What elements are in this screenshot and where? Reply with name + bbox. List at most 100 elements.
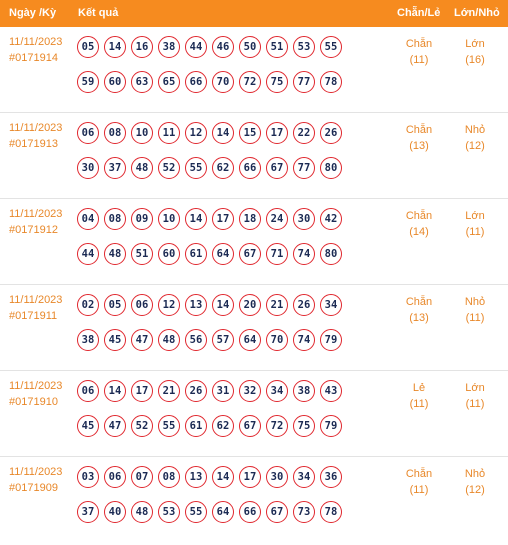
number-ball: 10 bbox=[131, 122, 153, 144]
result-balls: 03 06 07 08 13 14 17 30 34 36 37 40 48 53 55 64 66 67 73 78 bbox=[77, 462, 367, 532]
table-body: 11/11/2023 #0171914 05 14 16 38 44 46 50 51 53 55 59… bbox=[0, 27, 508, 543]
draw-date: 11/11/2023 bbox=[9, 294, 63, 306]
number-ball: 55 bbox=[158, 415, 180, 437]
lon-nho-value: Nhỏ bbox=[464, 468, 486, 480]
number-ball: 13 bbox=[185, 294, 207, 316]
number-ball: 06 bbox=[77, 122, 99, 144]
chan-le-cell: Chẵn (14) bbox=[398, 208, 440, 240]
ball-line: 44 48 51 60 61 64 67 71 74 80 bbox=[77, 239, 367, 269]
number-ball: 14 bbox=[212, 294, 234, 316]
draw-id: #0171914 bbox=[9, 52, 58, 64]
number-ball: 66 bbox=[239, 501, 261, 523]
draw-id: #0171912 bbox=[9, 224, 58, 236]
header-chan-le: Chẵn/Lẻ bbox=[397, 7, 441, 19]
number-ball: 30 bbox=[266, 466, 288, 488]
number-ball: 05 bbox=[104, 294, 126, 316]
chan-le-value: Chẵn bbox=[405, 296, 433, 308]
number-ball: 75 bbox=[266, 71, 288, 93]
number-ball: 79 bbox=[320, 329, 342, 351]
lon-nho-value: Nhỏ bbox=[464, 124, 486, 136]
chan-le-value: Lẻ bbox=[412, 382, 426, 394]
number-ball: 08 bbox=[158, 466, 180, 488]
ball-line: 04 08 09 10 14 17 18 24 30 42 bbox=[77, 204, 367, 234]
number-ball: 22 bbox=[293, 122, 315, 144]
lon-nho-cell: Lớn (11) bbox=[454, 380, 496, 412]
number-ball: 66 bbox=[185, 71, 207, 93]
number-ball: 45 bbox=[77, 415, 99, 437]
lon-nho-value: Nhỏ bbox=[464, 296, 486, 308]
number-ball: 67 bbox=[239, 243, 261, 265]
number-ball: 70 bbox=[266, 329, 288, 351]
chan-le-cell: Chẵn (11) bbox=[398, 36, 440, 68]
chan-le-count: (11) bbox=[409, 398, 429, 410]
result-balls: 04 08 09 10 14 17 18 24 30 42 44 48 51 60 61 64 67 71 74 80 bbox=[77, 204, 367, 274]
number-ball: 78 bbox=[320, 71, 342, 93]
lon-nho-count: (11) bbox=[465, 226, 485, 238]
number-ball: 20 bbox=[239, 294, 261, 316]
chan-le-cell: Lẻ (11) bbox=[398, 380, 440, 412]
number-ball: 60 bbox=[158, 243, 180, 265]
chan-le-value: Chẵn bbox=[405, 210, 433, 222]
chan-le-count: (11) bbox=[409, 54, 429, 66]
number-ball: 07 bbox=[131, 466, 153, 488]
draw-date: 11/11/2023 bbox=[9, 380, 63, 392]
ball-line: 06 14 17 21 26 31 32 34 38 43 bbox=[77, 376, 367, 406]
ball-line: 59 60 63 65 66 70 72 75 77 78 bbox=[77, 67, 367, 97]
number-ball: 32 bbox=[239, 380, 261, 402]
draw-date: 11/11/2023 bbox=[9, 122, 63, 134]
number-ball: 51 bbox=[131, 243, 153, 265]
number-ball: 21 bbox=[266, 294, 288, 316]
ball-line: 30 37 48 52 55 62 66 67 77 80 bbox=[77, 153, 367, 183]
draw-id: #0171911 bbox=[9, 310, 58, 322]
number-ball: 36 bbox=[320, 466, 342, 488]
draw-id: #0171909 bbox=[9, 482, 58, 494]
ball-line: 02 05 06 12 13 14 20 21 26 34 bbox=[77, 290, 367, 320]
lon-nho-count: (12) bbox=[465, 140, 485, 152]
number-ball: 47 bbox=[131, 329, 153, 351]
number-ball: 48 bbox=[158, 329, 180, 351]
ball-line: 45 47 52 55 61 62 67 72 75 79 bbox=[77, 411, 367, 441]
number-ball: 17 bbox=[266, 122, 288, 144]
chan-le-count: (11) bbox=[409, 484, 429, 496]
draw-date: 11/11/2023 bbox=[9, 36, 63, 48]
lon-nho-count: (11) bbox=[465, 398, 485, 410]
number-ball: 57 bbox=[212, 329, 234, 351]
number-ball: 67 bbox=[239, 415, 261, 437]
number-ball: 53 bbox=[158, 501, 180, 523]
number-ball: 64 bbox=[212, 501, 234, 523]
number-ball: 24 bbox=[266, 208, 288, 230]
ball-line: 05 14 16 38 44 46 50 51 53 55 bbox=[77, 32, 367, 62]
number-ball: 38 bbox=[293, 380, 315, 402]
number-ball: 21 bbox=[158, 380, 180, 402]
number-ball: 62 bbox=[212, 415, 234, 437]
lon-nho-value: Lớn bbox=[465, 210, 485, 222]
chan-le-count: (13) bbox=[409, 140, 429, 152]
number-ball: 30 bbox=[293, 208, 315, 230]
table-row: 11/11/2023 #0171914 05 14 16 38 44 46 50 51 53 55 59… bbox=[0, 27, 508, 113]
table-header: Ngày /Kỳ Kết quả Chẵn/Lẻ Lớn/Nhỏ bbox=[0, 0, 508, 27]
number-ball: 55 bbox=[185, 501, 207, 523]
lon-nho-cell: Nhỏ (12) bbox=[454, 122, 496, 154]
number-ball: 06 bbox=[104, 466, 126, 488]
number-ball: 44 bbox=[77, 243, 99, 265]
lon-nho-cell: Nhỏ (12) bbox=[454, 466, 496, 498]
number-ball: 80 bbox=[320, 157, 342, 179]
table-row: 11/11/2023 #0171913 06 08 10 11 12 14 15 17 22 26 30… bbox=[0, 113, 508, 199]
number-ball: 15 bbox=[239, 122, 261, 144]
number-ball: 14 bbox=[104, 36, 126, 58]
number-ball: 72 bbox=[239, 71, 261, 93]
number-ball: 40 bbox=[104, 501, 126, 523]
number-ball: 14 bbox=[185, 208, 207, 230]
lon-nho-cell: Lớn (16) bbox=[454, 36, 496, 68]
number-ball: 67 bbox=[266, 157, 288, 179]
result-balls: 02 05 06 12 13 14 20 21 26 34 38 45 47 48 56 57 64 70 74 79 bbox=[77, 290, 367, 360]
number-ball: 17 bbox=[212, 208, 234, 230]
header-date-ky: Ngày /Kỳ bbox=[9, 7, 57, 19]
number-ball: 16 bbox=[131, 36, 153, 58]
number-ball: 80 bbox=[320, 243, 342, 265]
number-ball: 47 bbox=[104, 415, 126, 437]
number-ball: 77 bbox=[293, 71, 315, 93]
number-ball: 72 bbox=[266, 415, 288, 437]
result-balls: 05 14 16 38 44 46 50 51 53 55 59 60 63 65 66 70 72 75 77 78 bbox=[77, 32, 367, 102]
